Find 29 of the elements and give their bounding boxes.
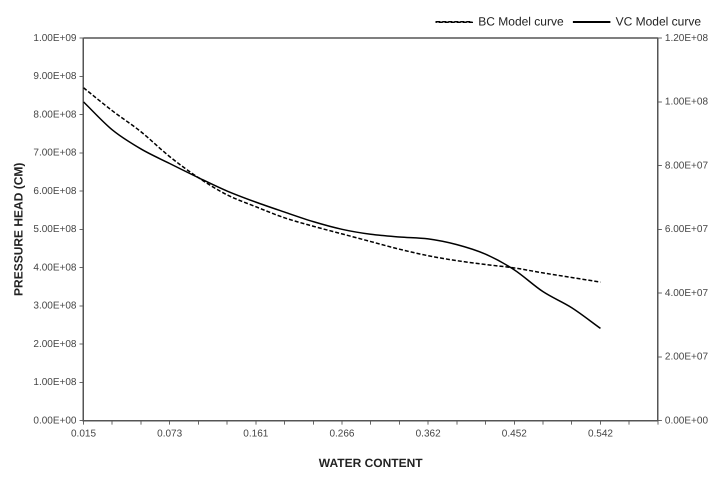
y-tick-label: 0.00E+00 [33, 415, 77, 426]
legend-label: BC Model curve [478, 14, 564, 28]
y-tick-label: 4.00E+08 [33, 262, 77, 274]
x-tick-label: 0.542 [588, 428, 614, 440]
y2-tick-label: 0.00E+00 [664, 415, 708, 426]
x-tick-label: 0.015 [70, 428, 96, 440]
y-tick-label: 3.00E+08 [33, 300, 77, 312]
y-axis-title: PRESSURE HEAD (CM) [12, 162, 26, 296]
y-tick-label: 9.00E+08 [33, 71, 77, 82]
legend-label: VC Model curve [616, 14, 702, 28]
y2-tick-label: 1.00E+08 [664, 96, 708, 108]
y2-tick-label: 2.00E+07 [664, 352, 708, 363]
y-tick-label: 1.00E+08 [33, 377, 77, 388]
x-axis-title: WATER CONTENT [318, 456, 424, 470]
y-tick-label: 6.00E+08 [33, 186, 77, 197]
x-tick-label: 0.161 [243, 428, 269, 440]
x-tick-label: 0.266 [329, 428, 355, 440]
y2-tick-label: 4.00E+07 [664, 288, 708, 299]
y-tick-label: 2.00E+08 [33, 338, 77, 350]
y2-tick-label: 1.20E+08 [664, 32, 708, 44]
x-tick-label: 0.362 [416, 428, 442, 440]
y-tick-label: 7.00E+08 [33, 148, 77, 159]
x-tick-label: 0.452 [502, 428, 528, 440]
y-tick-label: 5.00E+08 [33, 224, 77, 236]
y-tick-label: 8.00E+08 [33, 109, 77, 120]
y-tick-label: 1.00E+09 [33, 32, 77, 44]
x-tick-label: 0.073 [157, 428, 183, 440]
y2-tick-label: 6.00E+07 [664, 224, 708, 236]
y2-tick-label: 8.00E+07 [664, 160, 708, 172]
